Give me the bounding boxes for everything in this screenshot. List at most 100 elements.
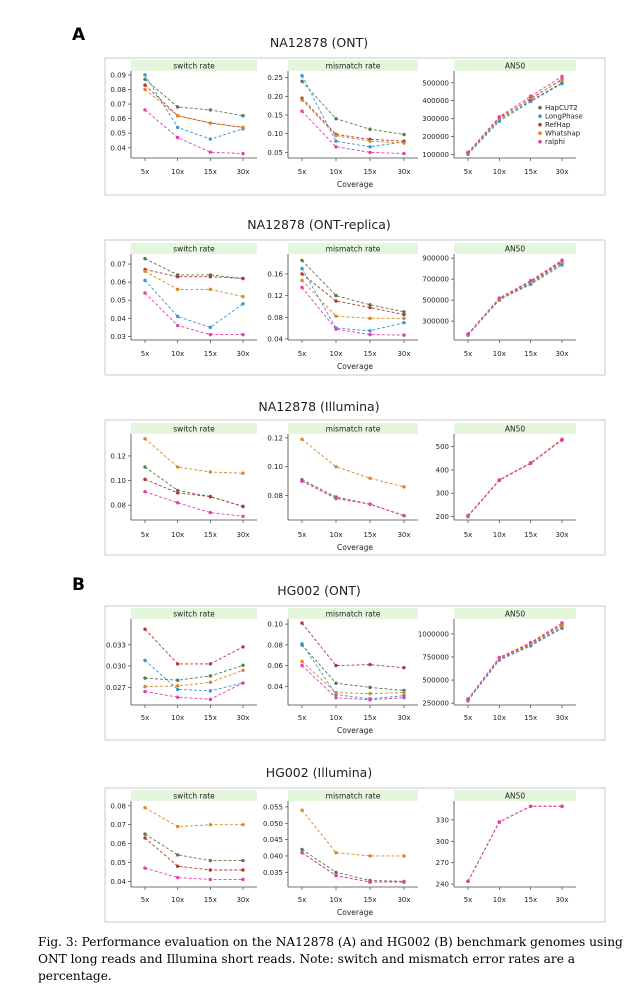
x-tick-label: 10x xyxy=(329,714,342,722)
series-line-longphase xyxy=(301,268,405,332)
y-tick-label: 0.05 xyxy=(110,297,126,305)
x-tick-label: 15x xyxy=(363,168,376,176)
subplot-title: mismatch rate xyxy=(326,610,381,619)
series-line-hapcut2 xyxy=(301,260,405,313)
legend-marker-whatshap xyxy=(538,131,542,135)
data-point-longphase xyxy=(143,73,147,77)
x-tick-label: 15x xyxy=(524,531,537,539)
data-point-refhap xyxy=(208,868,213,872)
x-tick-label: 30x xyxy=(397,714,410,722)
data-point-refhap xyxy=(143,627,147,631)
series-line-hapcut2 xyxy=(144,78,244,117)
data-point-ralphi xyxy=(466,150,470,154)
series-line-whatshap xyxy=(144,438,244,474)
data-point-ralphi xyxy=(497,478,502,482)
series-line-refhap xyxy=(144,84,244,128)
data-point-hapcut2 xyxy=(175,105,180,109)
x-tick-label: 5x xyxy=(298,168,307,176)
chart-panel-border xyxy=(104,239,606,376)
series-line-ralphi xyxy=(467,439,563,517)
data-point-hapcut2 xyxy=(208,858,213,863)
data-point-whatshap xyxy=(208,470,213,474)
y-tick-label: 750000 xyxy=(422,653,449,661)
x-tick-label: 15x xyxy=(204,168,217,176)
series-line-refhap xyxy=(301,852,404,883)
y-tick-label: 0.12 xyxy=(267,434,283,442)
data-point-refhap xyxy=(175,491,180,495)
chart-panel-border xyxy=(104,787,606,923)
data-point-ralphi xyxy=(528,279,533,283)
data-point-ralphi xyxy=(466,514,470,518)
data-point-hapcut2 xyxy=(300,258,304,263)
x-tick-label: 5x xyxy=(141,896,150,904)
data-point-whatshap xyxy=(334,314,338,318)
x-tick-label: 30x xyxy=(236,168,249,176)
subplot-title-band xyxy=(454,790,576,801)
data-point-hapcut2 xyxy=(402,310,406,314)
data-point-whatshap xyxy=(175,465,180,469)
data-point-ralphi xyxy=(334,696,338,700)
series-line-ralphi xyxy=(144,109,244,155)
data-point-longphase xyxy=(300,266,304,271)
data-point-hapcut2 xyxy=(143,465,147,469)
subplot-title-band xyxy=(131,608,257,619)
x-tick-label: 15x xyxy=(204,350,217,358)
subplot-title: switch rate xyxy=(173,62,215,71)
data-point-whatshap xyxy=(241,822,245,827)
series-line-whatshap xyxy=(301,99,405,144)
series-line-whatshap xyxy=(467,805,562,882)
data-point-hapcut2 xyxy=(143,676,147,680)
y-tick-label: 300000 xyxy=(422,115,449,123)
series-line-whatshap xyxy=(144,669,244,688)
data-point-whatshap xyxy=(560,78,564,82)
subplot-title: switch rate xyxy=(173,792,215,801)
data-point-ralphi xyxy=(300,663,304,668)
x-tick-label: 5x xyxy=(464,896,473,904)
data-point-longphase xyxy=(560,81,564,86)
data-point-ralphi xyxy=(175,695,180,699)
x-tick-label: 30x xyxy=(236,531,249,539)
data-point-whatshap xyxy=(143,269,147,273)
y-tick-label: 300000 xyxy=(422,318,449,326)
y-tick-label: 0.06 xyxy=(267,662,283,670)
y-tick-label: 0.08 xyxy=(110,502,126,510)
data-point-hapcut2 xyxy=(241,663,245,668)
data-point-ralphi xyxy=(368,150,372,155)
data-point-whatshap xyxy=(208,121,213,125)
data-point-whatshap xyxy=(143,684,147,689)
y-tick-label: 900000 xyxy=(422,255,449,263)
data-point-ralphi xyxy=(241,514,245,519)
legend-entry: ralphi xyxy=(545,138,565,146)
series-line-ralphi xyxy=(301,287,405,336)
data-point-whatshap xyxy=(241,668,245,672)
data-point-whatshap xyxy=(175,824,180,829)
y-tick-label: 0.08 xyxy=(267,492,283,500)
y-tick-label: 0.050 xyxy=(263,820,283,828)
data-point-whatshap xyxy=(402,485,406,489)
x-axis-label: Coverage xyxy=(337,543,373,552)
y-tick-label: 700000 xyxy=(422,276,449,284)
data-point-whatshap xyxy=(241,294,245,299)
y-tick-label: 0.25 xyxy=(267,74,283,82)
data-point-longphase xyxy=(143,278,147,283)
data-point-hapcut2 xyxy=(143,77,147,81)
data-point-ralphi xyxy=(241,151,245,156)
data-point-ralphi xyxy=(528,461,533,465)
data-point-ralphi xyxy=(497,655,502,660)
y-tick-label: 0.040 xyxy=(263,852,283,860)
data-point-longphase xyxy=(497,119,502,123)
data-point-whatshap xyxy=(368,316,372,321)
data-point-ralphi xyxy=(368,502,372,506)
x-tick-label: 5x xyxy=(464,714,473,722)
y-tick-label: 330 xyxy=(436,816,449,824)
data-point-whatshap xyxy=(208,680,213,685)
series-line-whatshap xyxy=(467,625,563,701)
y-tick-label: 0.03 xyxy=(110,333,126,341)
data-point-refhap xyxy=(175,662,180,666)
x-tick-label: 5x xyxy=(464,531,473,539)
y-tick-label: 500000 xyxy=(422,677,449,685)
subplot-title-band xyxy=(454,608,576,619)
x-tick-label: 30x xyxy=(555,531,568,539)
y-tick-label: 0.06 xyxy=(110,840,126,848)
subplot-title: AN50 xyxy=(505,425,526,434)
